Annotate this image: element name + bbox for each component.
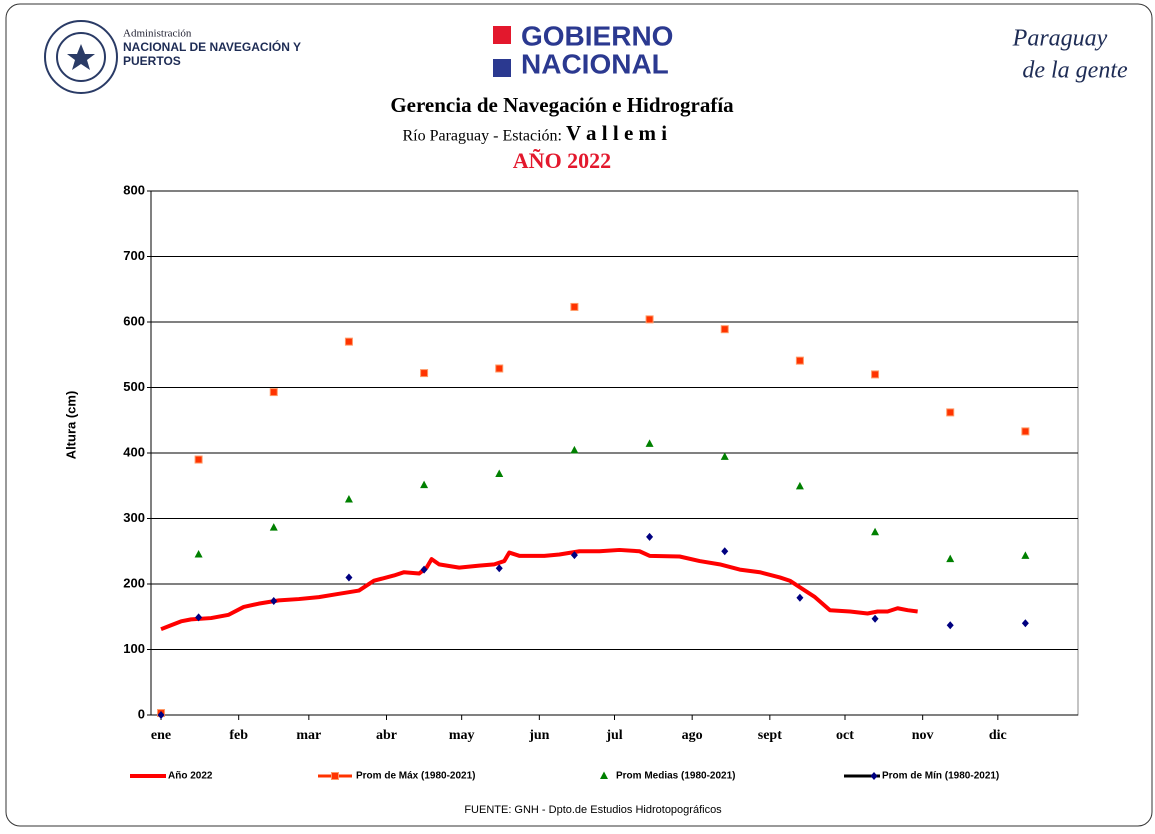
- frame: [5, 3, 1153, 827]
- min-marker: [345, 573, 353, 582]
- min-marker: [871, 614, 879, 623]
- flag-red: [493, 26, 511, 44]
- min-marker: [157, 711, 165, 719]
- legend-label: Prom Medias (1980-2021): [616, 771, 736, 782]
- max-marker: [1021, 427, 1030, 436]
- subtitle: Río Paraguay - Estación:: [402, 128, 562, 145]
- year-line: [160, 547, 918, 632]
- max-marker: [795, 356, 804, 365]
- min-marker: [1021, 619, 1029, 628]
- max-marker: [720, 325, 729, 334]
- x-tick-label: abr: [376, 728, 397, 743]
- agency-line: NACIONAL DE NAVEGACIÓN Y: [123, 39, 301, 54]
- x-tick-label: feb: [229, 728, 248, 743]
- mean-marker: [600, 771, 608, 779]
- mean-marker: [871, 527, 880, 536]
- x-tick-label: ene: [151, 728, 171, 743]
- min-marker: [796, 593, 804, 602]
- min-marker: [646, 532, 654, 541]
- mean-marker: [946, 554, 955, 563]
- station: V a l l e m i: [566, 121, 667, 145]
- agency-line: Administración: [123, 28, 192, 40]
- x-tick-label: ago: [682, 728, 703, 743]
- mean-marker: [420, 480, 429, 489]
- min-marker: [570, 551, 578, 560]
- y-tick-label: 800: [123, 182, 145, 197]
- legend-label: Prom de Mín (1980-2021): [882, 771, 999, 782]
- min-marker: [946, 621, 954, 630]
- max-marker: [495, 364, 504, 373]
- y-tick-label: 200: [123, 575, 145, 590]
- min-marker: [270, 597, 278, 606]
- max-marker: [570, 302, 579, 311]
- max-marker: [420, 369, 429, 378]
- x-tick-label: dic: [989, 728, 1007, 743]
- y-tick-label: 700: [123, 248, 145, 263]
- max-marker: [871, 370, 880, 379]
- agency-line: PUERTOS: [123, 54, 181, 68]
- max-marker: [344, 337, 353, 346]
- source: FUENTE: GNH - Dpto.de Estudios Hidrotopo…: [464, 804, 722, 816]
- mean-marker: [1021, 551, 1030, 559]
- year-title: AÑO 2022: [513, 148, 611, 173]
- max-marker: [331, 772, 339, 780]
- y-tick-label: 600: [123, 313, 145, 328]
- gov-line: GOBIERNO: [521, 20, 673, 51]
- y-tick-label: 0: [138, 706, 145, 721]
- max-marker: [194, 455, 203, 464]
- mean-marker: [269, 523, 278, 531]
- max-marker: [645, 315, 654, 324]
- x-tick-label: jun: [528, 728, 549, 743]
- min-marker: [721, 547, 729, 556]
- legend-label: Prom de Máx (1980-2021): [356, 771, 476, 782]
- mean-marker: [720, 452, 729, 460]
- y-axis-label: Altura (cm): [63, 391, 78, 460]
- mean-marker: [570, 445, 579, 454]
- x-tick-label: mar: [296, 728, 321, 743]
- y-tick-label: 100: [123, 641, 145, 656]
- slogan: de la gente: [1022, 58, 1128, 84]
- gov-line: NACIONAL: [521, 48, 669, 79]
- legend-label: Año 2022: [168, 771, 213, 782]
- y-tick-label: 400: [123, 444, 145, 459]
- seal: [44, 20, 118, 94]
- mean-marker: [344, 495, 353, 503]
- x-tick-label: jul: [605, 728, 622, 743]
- mean-marker: [495, 469, 504, 477]
- min-marker: [195, 613, 203, 622]
- chart-title: Gerencia de Navegación e Hidrografía: [390, 93, 734, 117]
- slogan: Paraguay: [1012, 26, 1108, 52]
- y-tick-label: 500: [123, 379, 145, 394]
- min-marker: [420, 565, 428, 574]
- flag-blue: [493, 59, 511, 77]
- max-marker: [946, 408, 955, 417]
- y-tick-label: 300: [123, 510, 145, 525]
- min-marker: [495, 564, 503, 573]
- x-tick-label: oct: [836, 728, 854, 743]
- min-marker: [870, 772, 878, 780]
- mean-marker: [795, 481, 804, 490]
- x-tick-label: sept: [758, 728, 782, 743]
- max-marker: [269, 388, 278, 397]
- mean-marker: [194, 550, 203, 558]
- x-tick-label: may: [449, 728, 475, 743]
- mean-marker: [645, 439, 654, 447]
- x-tick-label: nov: [912, 728, 934, 743]
